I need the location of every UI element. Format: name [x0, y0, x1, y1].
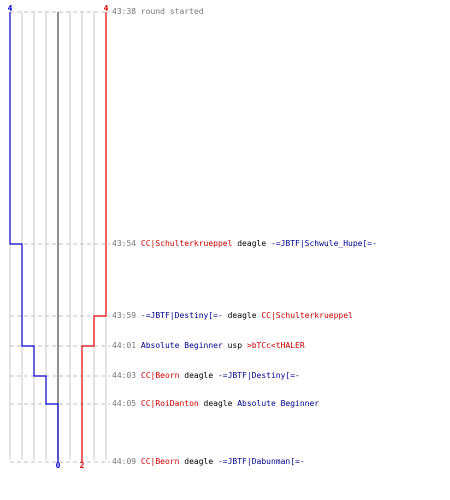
log-time: 44:05: [112, 399, 141, 408]
red-end-score: 2: [80, 461, 85, 470]
log-text: round started: [140, 7, 204, 16]
log-text: CC|Schulterkrueppel: [261, 311, 353, 320]
log-text: deagle: [222, 311, 262, 320]
log-entry: 44:03 CC|Beorn deagle -=JBTF|Destiny[=-: [112, 371, 300, 381]
log-entry: 43:54 CC|Schulterkrueppel deagle -=JBTF|…: [112, 239, 377, 249]
log-text: -=JBTF|Destiny[=-: [140, 311, 223, 320]
score-labels: 4 4 0 2: [8, 4, 109, 470]
log-time: 43:54: [112, 239, 141, 248]
log-time: 44:09: [112, 457, 141, 466]
log-text: deagle: [179, 457, 218, 466]
log-text: CC|Beorn: [140, 371, 180, 380]
log-text: deagle: [232, 239, 271, 248]
log-entry: 44:01 Absolute Beginner usp >bTCc<tHALER: [112, 341, 305, 351]
red-start-score: 4: [104, 4, 109, 13]
chart-grid: [9, 12, 107, 460]
log-text: Absolute Beginner: [140, 341, 223, 350]
log-text: CC|Schulterkrueppel: [140, 239, 233, 248]
log-entry: 43:59 -=JBTF|Destiny[=- deagle CC|Schult…: [112, 311, 353, 321]
score-lines: [9, 12, 107, 462]
red-team-score-line: [81, 12, 107, 462]
log-time: 43:59: [112, 311, 141, 320]
event-dash-lines: [10, 11, 110, 463]
log-time: 44:01: [112, 341, 141, 350]
log-text: -=JBTF|Schwule_Hupe[=-: [270, 239, 377, 248]
blue-end-score: 0: [56, 461, 61, 470]
blue-start-score: 4: [8, 4, 13, 13]
log-text: deagle: [179, 371, 218, 380]
blue-team-score-line: [9, 12, 59, 462]
log-text: CC|RoiDanton: [140, 399, 199, 408]
log-text: -=JBTF|Dabunman[=-: [217, 457, 305, 466]
log-text: usp: [222, 341, 247, 350]
log-time: 43:38: [112, 7, 141, 16]
log-entry: 43:38 round started: [112, 7, 204, 17]
log-text: deagle: [198, 399, 238, 408]
log-text: CC|Beorn: [140, 457, 180, 466]
log-time: 44:03: [112, 371, 141, 380]
log-entry: 44:09 CC|Beorn deagle -=JBTF|Dabunman[=-: [112, 457, 305, 467]
log-text: >bTCc<tHALER: [246, 341, 305, 350]
log-text: -=JBTF|Destiny[=-: [217, 371, 300, 380]
log-entry: 44:05 CC|RoiDanton deagle Absolute Begin…: [112, 399, 319, 409]
log-text: Absolute Beginner: [237, 399, 320, 408]
